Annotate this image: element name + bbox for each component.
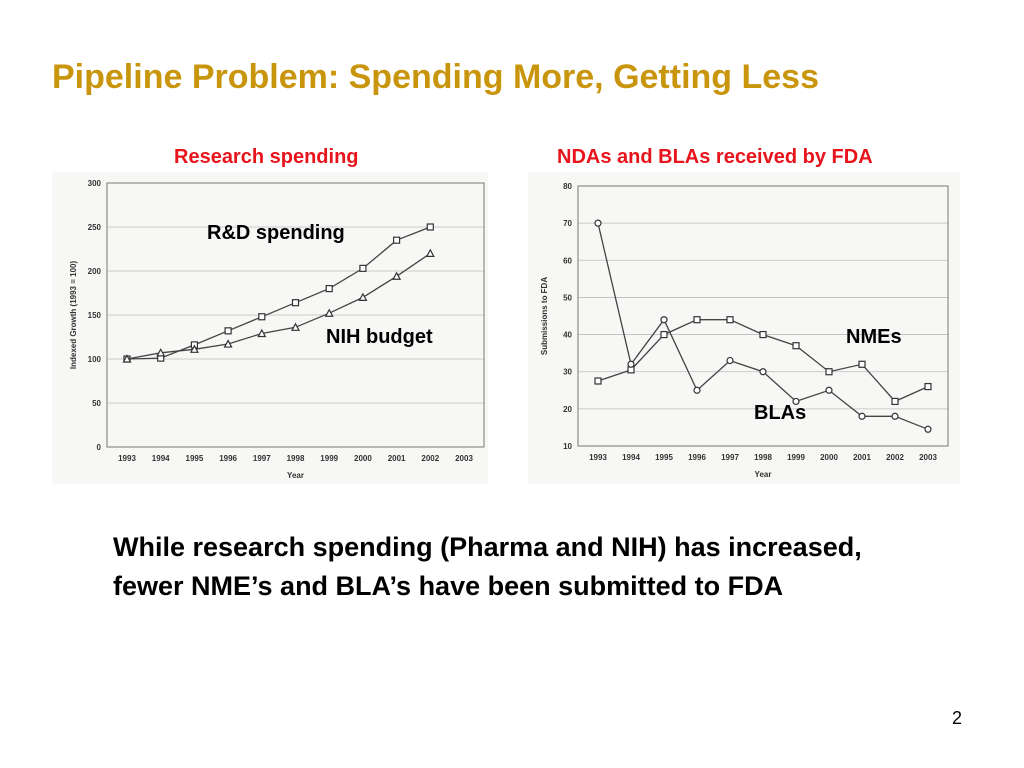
nmes-point (825, 368, 833, 376)
blas-point (891, 412, 899, 420)
rd-spending-label: R&D spending (207, 222, 345, 244)
blas-label: BLAs (754, 402, 807, 424)
blas-point (858, 412, 866, 420)
chart-heading-research-spending: Research spending (174, 146, 359, 168)
nmes-point (759, 330, 767, 339)
blas-point (693, 386, 701, 394)
plot-frame (106, 182, 485, 448)
x-tick-label: 1998 (754, 453, 772, 462)
chart-heading-ndas-blas: NDAs and BLAs received by FDA (557, 146, 873, 168)
x-tick-label: 1997 (253, 454, 271, 463)
nmes-label: NMEs (846, 326, 902, 348)
y-tick-label: 50 (563, 293, 572, 302)
y-axis-title: Indexed Growth (1993 = 100) (69, 261, 78, 370)
x-tick-label: 1994 (152, 454, 170, 463)
blas-point (660, 316, 668, 324)
nmes-point (891, 397, 899, 406)
x-tick-label: 2002 (886, 453, 904, 462)
y-tick-label: 150 (88, 311, 102, 320)
fda-submissions-chart: 10 20 30 40 50 60 70 80 1993 1994 1995 1996 1997 1998… (540, 182, 949, 479)
nih-budget-point (425, 248, 435, 258)
nmes-point (858, 360, 866, 368)
x-tick-label: 2001 (388, 454, 406, 463)
x-tick-label: 2003 (919, 453, 937, 462)
nih-budget-label: NIH budget (326, 326, 433, 348)
blas-point (726, 356, 734, 365)
body-text: While research spending (Pharma and NIH)… (113, 532, 862, 601)
fda-submissions-chart-panel: 10 20 30 40 50 60 70 80 1993 1994 1995 1996 1997 1998… (528, 172, 960, 484)
nih-budget-point (358, 292, 368, 301)
x-tick-label: 1997 (721, 453, 739, 462)
nih-budget-point (392, 271, 402, 280)
nmes-point (693, 316, 701, 324)
nih-budget-point (156, 348, 166, 357)
r-d-spending-point (359, 264, 367, 272)
y-tick-label: 100 (88, 355, 102, 364)
x-tick-label: 1996 (688, 453, 706, 462)
x-tick-label: 1999 (787, 453, 805, 462)
research-spending-chart-panel: 0 50 100 150 200 250 300 1993 1994 1995 1996 1997 19… (52, 172, 488, 484)
y-tick-label: 80 (563, 182, 572, 191)
nmes-point (660, 330, 668, 339)
nih-budget-line (126, 252, 431, 360)
r-d-spending-point (325, 284, 333, 293)
x-tick-label: 1996 (219, 454, 237, 463)
x-tick-label: 2003 (455, 454, 473, 463)
x-tick-label: 2001 (853, 453, 871, 462)
nih-budget-point (324, 308, 334, 317)
blas-point (594, 219, 602, 227)
y-tick-label: 300 (88, 179, 102, 188)
r-d-spending-point (224, 327, 232, 335)
x-axis-title: Year (755, 470, 772, 479)
r-d-spending-point (426, 223, 434, 231)
blas-point (759, 368, 767, 376)
nmes-point (726, 316, 734, 324)
page-number: 2 (952, 708, 963, 728)
y-tick-label: 250 (88, 223, 102, 232)
x-tick-label: 1995 (186, 454, 204, 463)
x-axis-title: Year (287, 471, 304, 480)
nih-budget-point (122, 354, 132, 363)
plot-frame (577, 185, 949, 447)
y-tick-label: 20 (563, 405, 572, 414)
nih-budget-point (223, 339, 233, 348)
y-tick-label: 40 (563, 331, 572, 340)
x-tick-label: 1993 (589, 453, 607, 462)
blas-point (825, 386, 833, 394)
nih-budget-point (257, 328, 267, 338)
nih-budget-point (290, 322, 301, 331)
r-d-spending-point (291, 299, 300, 307)
y-tick-label: 10 (563, 442, 572, 451)
nmes-point (924, 382, 932, 391)
x-tick-label: 1998 (287, 454, 305, 463)
y-tick-label: 0 (97, 443, 102, 452)
y-tick-label: 30 (563, 368, 572, 377)
x-tick-label: 1995 (655, 453, 673, 462)
nih-budget-point (189, 344, 199, 353)
research-spending-chart: 0 50 100 150 200 250 300 1993 1994 1995 1996 1997 19… (69, 179, 485, 480)
x-tick-label: 2000 (820, 453, 838, 462)
x-tick-label: 2000 (354, 454, 372, 463)
y-tick-label: 50 (92, 399, 101, 408)
r-d-spending-point (258, 313, 266, 321)
y-tick-label: 200 (88, 267, 102, 276)
x-tick-label: 2002 (421, 454, 439, 463)
r-d-spending-point (393, 236, 401, 244)
x-tick-label: 1994 (622, 453, 640, 462)
blas-point (924, 425, 932, 433)
y-tick-label: 70 (563, 219, 572, 228)
x-tick-label: 1999 (320, 454, 338, 463)
slide-title: Pipeline Problem: Spending More, Getting… (52, 58, 819, 96)
blas-point (792, 397, 800, 406)
x-tick-label: 1993 (118, 454, 136, 463)
nmes-point (792, 342, 800, 350)
blas-point (627, 360, 635, 368)
y-tick-label: 60 (563, 256, 572, 265)
y-axis-title: Submissions to FDA (540, 277, 549, 355)
nmes-point (594, 377, 602, 385)
